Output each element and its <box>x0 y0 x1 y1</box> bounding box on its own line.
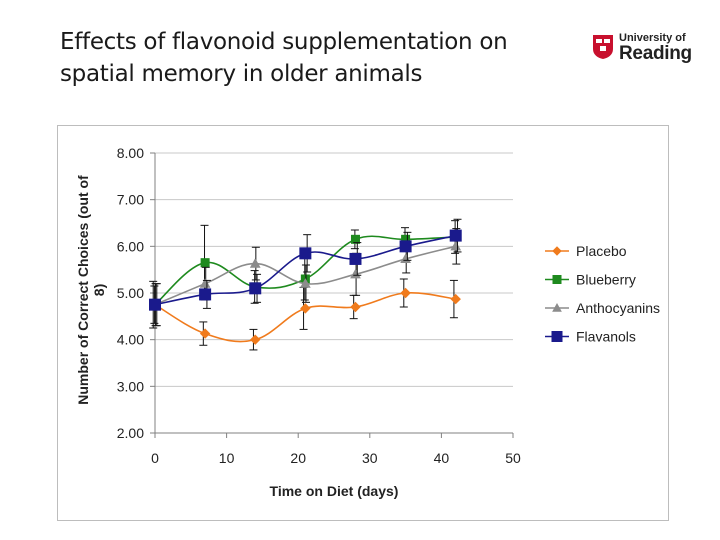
y-axis-title-line-2: 8) <box>91 284 107 296</box>
series-flavanols <box>149 218 462 327</box>
slide-title-line-2: spatial memory in older animals <box>60 61 423 87</box>
data-point <box>199 288 212 301</box>
data-point <box>450 293 461 305</box>
y-tick-label: 4.00 <box>117 332 144 348</box>
logo-text-reading: Reading <box>619 43 692 64</box>
x-tick-label: 0 <box>151 450 159 466</box>
y-tick-label: 2.00 <box>117 425 144 441</box>
data-point <box>249 258 261 268</box>
series <box>149 218 462 351</box>
legend-entry-anthocyanins: Anthocyanins <box>545 300 660 316</box>
x-axis-title: Time on Diet (days) <box>270 483 399 499</box>
x-tick-label: 50 <box>505 450 521 466</box>
y-tick-label: 8.00 <box>117 145 144 161</box>
y-tick-label: 3.00 <box>117 378 144 394</box>
data-point <box>200 258 210 268</box>
legend-marker <box>552 302 562 312</box>
data-point <box>250 334 261 345</box>
legend-label: Placebo <box>576 243 627 259</box>
legend-marker <box>551 331 563 342</box>
legend: Placebo Blueberry Anthocyanins Flavanols <box>545 243 660 345</box>
series-placebo <box>149 278 461 351</box>
university-shield-icon <box>593 35 613 59</box>
legend-entry-placebo: Placebo <box>545 243 627 259</box>
data-point <box>149 298 161 311</box>
legend-label: Blueberry <box>576 272 636 288</box>
legend-entry-flavanols: Flavanols <box>545 329 636 345</box>
legend-marker <box>552 246 562 256</box>
legend-label: Flavanols <box>576 329 636 345</box>
data-point <box>199 328 211 339</box>
chart-frame <box>57 125 669 521</box>
x-tick-label: 30 <box>362 450 378 466</box>
data-point <box>350 301 361 313</box>
y-axis-title-line-1: Number of Correct Choices (out of <box>75 175 91 405</box>
x-tick-label: 10 <box>219 450 235 466</box>
slide-title-line-1: Effects of flavonoid supplementation on <box>60 29 508 55</box>
university-logo: University of Reading <box>592 32 702 68</box>
x-tick-label: 40 <box>434 450 450 466</box>
data-point <box>300 303 311 314</box>
data-point <box>399 240 412 253</box>
y-tick-label: 5.00 <box>117 285 144 301</box>
y-tick-label: 7.00 <box>117 192 144 208</box>
legend-marker <box>552 275 562 284</box>
legend-entry-blueberry: Blueberry <box>545 272 636 288</box>
slide-title: Effects of flavonoid supplementation on … <box>60 26 560 90</box>
data-point <box>299 247 312 260</box>
data-point <box>400 287 411 299</box>
axes: 2.00 3.00 4.00 5.00 6.00 7.00 8.00 0 10 20 30 40 50 <box>117 145 521 466</box>
legend-label: Anthocyanins <box>576 300 660 316</box>
data-point <box>300 278 311 288</box>
data-point <box>349 252 362 265</box>
x-tick-label: 20 <box>290 450 306 466</box>
gridlines <box>155 152 513 387</box>
data-point <box>249 282 262 295</box>
logo-text-university-of: University of <box>619 32 686 44</box>
y-tick-label: 6.00 <box>117 238 144 254</box>
data-point <box>449 229 462 242</box>
data-point <box>350 234 360 244</box>
